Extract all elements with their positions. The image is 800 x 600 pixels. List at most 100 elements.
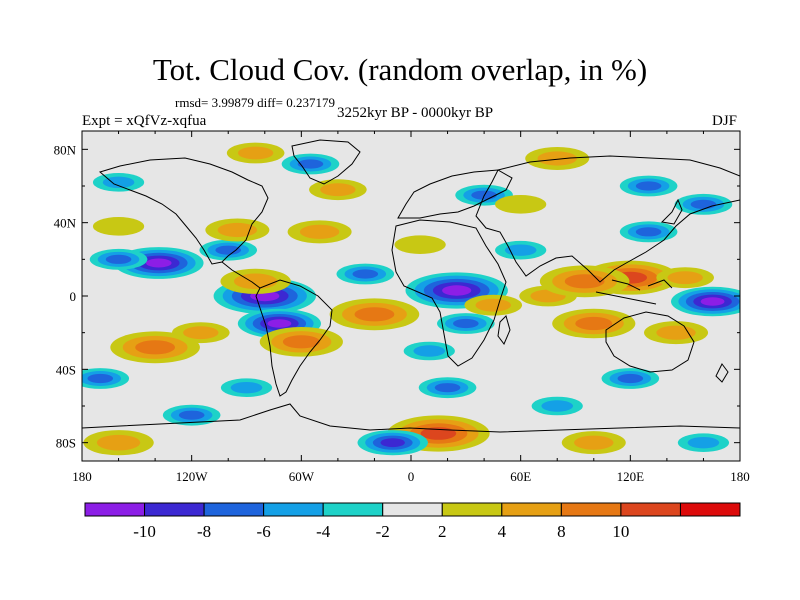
coastline-south-america	[255, 279, 333, 397]
field-feature	[525, 147, 590, 170]
field-feature	[495, 240, 547, 260]
field-contour	[504, 244, 537, 256]
field-feature	[464, 294, 523, 316]
colorbar-swatch	[560, 502, 622, 517]
field-feature	[329, 298, 420, 331]
field-feature	[677, 433, 730, 452]
field-contour	[537, 151, 577, 166]
field-feature	[287, 220, 352, 244]
field-feature	[601, 368, 660, 389]
coastlines	[82, 139, 740, 433]
field-feature	[309, 179, 367, 201]
field-contour	[217, 222, 258, 238]
field-feature	[619, 221, 678, 243]
field-feature	[644, 321, 709, 345]
season-label: DJF	[712, 113, 738, 129]
field-contour	[453, 318, 479, 329]
field-contour	[617, 373, 644, 384]
colorbar-swatch	[501, 502, 562, 517]
field-contour	[352, 269, 379, 279]
colorbar-swatch	[382, 502, 443, 517]
field-feature	[281, 153, 340, 175]
field-contour	[575, 316, 613, 331]
coastline-central-america	[221, 261, 261, 289]
field-contour	[541, 400, 574, 412]
field-feature	[172, 322, 230, 344]
coastline-japan	[660, 198, 683, 225]
field-contour	[574, 435, 614, 450]
colorbar-label: -6	[257, 522, 271, 541]
field-contour	[282, 335, 320, 349]
field-feature	[539, 265, 630, 298]
field-feature	[531, 396, 583, 416]
field-feature	[92, 173, 145, 192]
field-feature	[495, 195, 547, 214]
field-contour	[267, 319, 292, 328]
field-feature	[220, 378, 273, 397]
coastline-europe	[397, 169, 513, 219]
field-feature	[92, 217, 145, 236]
field-contour	[183, 326, 219, 340]
coastline-greenland	[291, 139, 361, 185]
lat-tick-label: 40S	[56, 362, 76, 377]
lat-tick-label: 80S	[56, 436, 76, 451]
colorbar-swatch	[144, 502, 205, 517]
colorbar-label: -4	[316, 522, 331, 541]
field-contour	[413, 345, 446, 357]
lon-tick-label: 60W	[289, 469, 315, 484]
field-contour	[690, 199, 717, 209]
lon-tick-label: 120W	[176, 469, 209, 484]
field-feature	[259, 327, 343, 357]
field-contour	[687, 436, 720, 449]
field-feature	[162, 404, 221, 426]
plot-title: Tot. Cloud Cov. (random overlap, in %)	[152, 52, 648, 87]
coastline-africa	[391, 219, 507, 367]
lat-tick-label: 0	[70, 289, 77, 304]
colorbar-label: 8	[557, 522, 566, 541]
colorbar-swatch	[679, 502, 741, 517]
field-feature	[205, 218, 270, 242]
field-contour	[700, 297, 725, 306]
field-contour	[380, 438, 405, 448]
field-contour	[635, 181, 662, 191]
field-contour	[394, 235, 446, 254]
field-feature	[670, 286, 740, 317]
field-contour	[92, 217, 145, 236]
cloud-cover-field	[82, 142, 740, 456]
colorbar-swatch	[84, 502, 146, 517]
field-contour	[96, 434, 141, 451]
field-contour	[354, 307, 395, 322]
field-contour	[475, 298, 511, 312]
field-feature	[394, 235, 446, 254]
field-contour	[442, 285, 472, 296]
field-feature	[418, 377, 477, 399]
field-contour	[237, 146, 274, 160]
lon-tick-label: 180	[730, 469, 750, 484]
colorbar-swatch	[441, 502, 503, 517]
field-feature	[199, 239, 258, 261]
lon-tick-label: 60E	[510, 469, 531, 484]
field-contour	[656, 325, 696, 340]
coastline-madagascar	[497, 315, 511, 345]
field-contour	[230, 381, 263, 394]
lat-tick-label: 80N	[54, 142, 77, 157]
field-feature	[226, 142, 285, 164]
colorbar-label: -10	[133, 522, 156, 541]
field-feature	[89, 248, 148, 270]
field-contour	[667, 271, 703, 285]
field-feature	[357, 430, 428, 456]
lon-tick-label: 0	[408, 469, 415, 484]
field-contour	[495, 195, 547, 214]
lat-tick-label: 40N	[54, 216, 77, 231]
field-contour	[434, 383, 461, 393]
experiment-label: Expt = xQfVz-xqfua	[82, 113, 207, 129]
colorbar-swatch	[322, 502, 384, 517]
coastline-asia	[475, 155, 740, 283]
coastline-new-zealand	[715, 363, 729, 383]
field-feature	[437, 313, 495, 334]
colorbar: -10 -8 -6 -4 -2 2 4 8 10	[84, 502, 741, 541]
lon-tick-label: 180	[72, 469, 92, 484]
field-feature	[220, 268, 291, 294]
colorbar-swatch	[203, 502, 265, 517]
